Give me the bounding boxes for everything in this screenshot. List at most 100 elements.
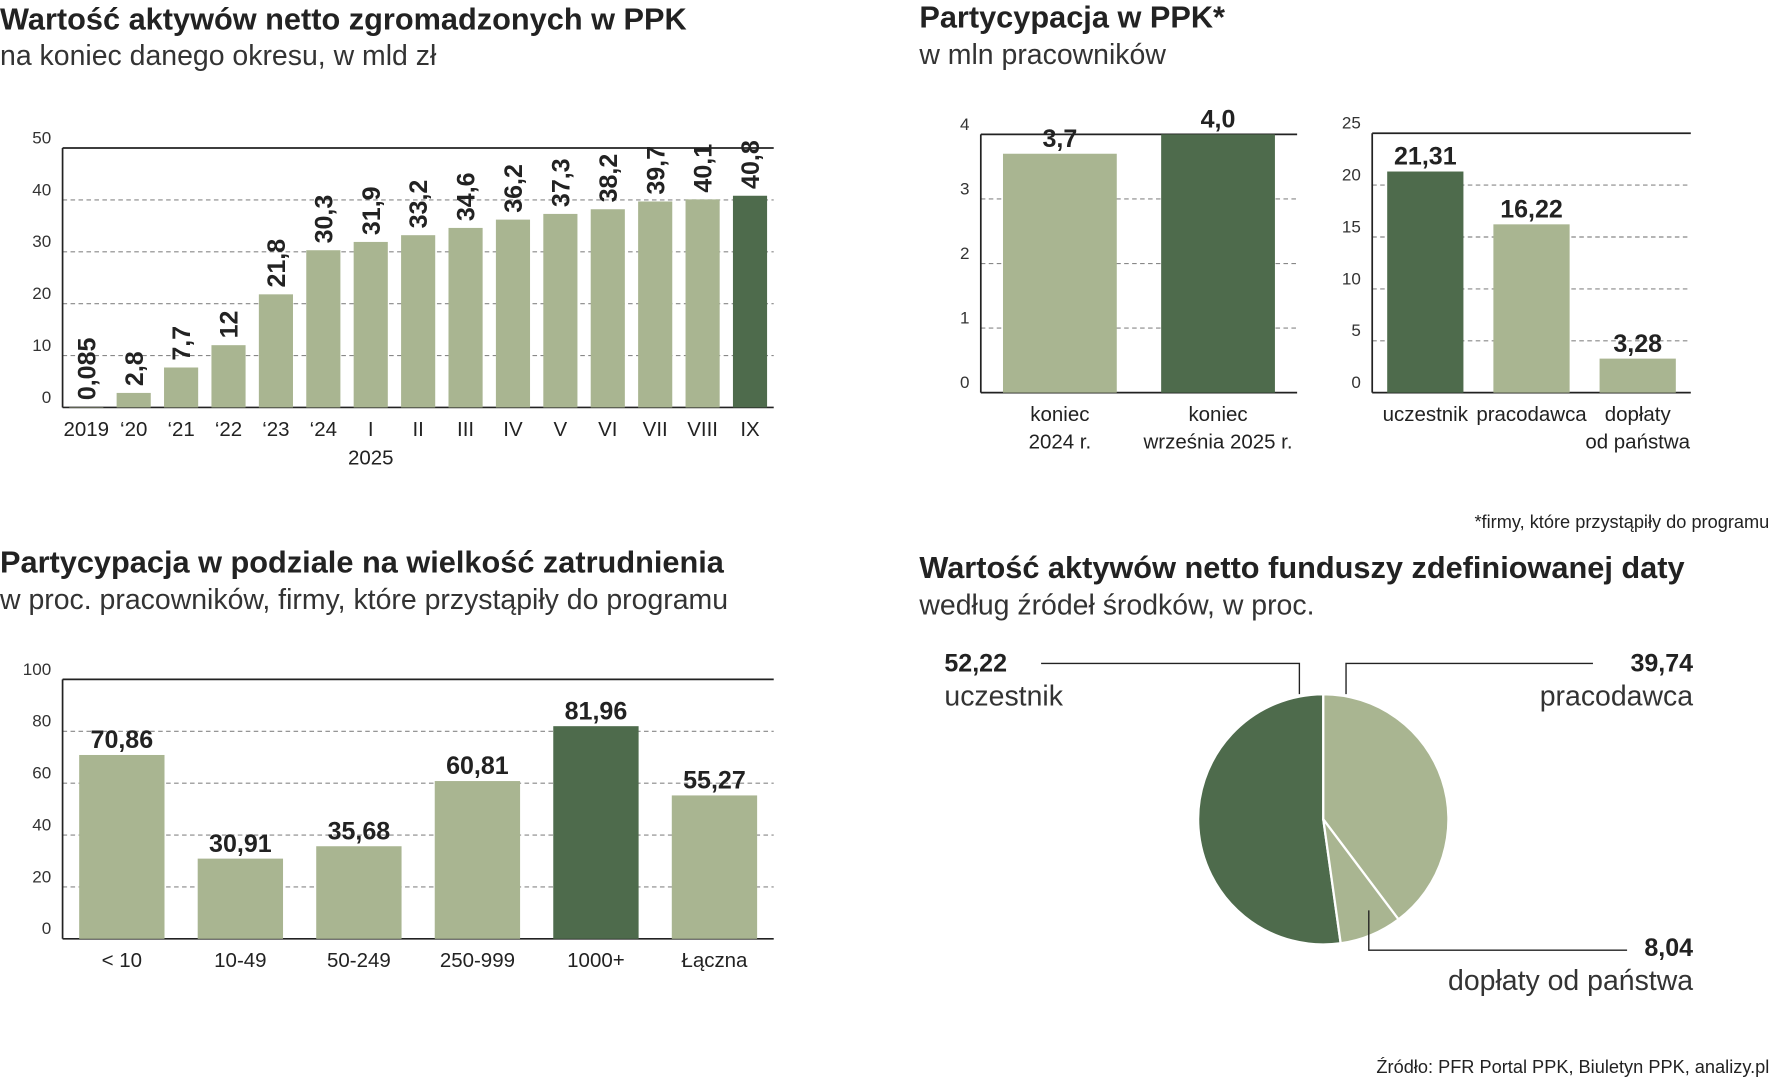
slice-label: uczestnik bbox=[944, 681, 1063, 713]
value-label: 7,7 bbox=[168, 326, 196, 361]
value-label: 60,81 bbox=[446, 752, 509, 780]
value-label: 70,86 bbox=[91, 726, 154, 754]
value-label: 35,68 bbox=[328, 817, 391, 845]
y-tick-label: 0 bbox=[960, 373, 969, 392]
y-tick-label: 5 bbox=[1351, 321, 1360, 340]
leader-line bbox=[1368, 910, 1628, 951]
label-line: września 2025 r. bbox=[1143, 430, 1293, 453]
y-tick-label: 15 bbox=[1342, 217, 1361, 236]
y-tick-label: 80 bbox=[32, 712, 51, 731]
x-tick-label: IX bbox=[740, 418, 760, 441]
value-label: 33,2 bbox=[405, 180, 433, 229]
slice-label: dopłaty od państwa bbox=[1448, 965, 1693, 997]
value-label: 40,8 bbox=[737, 140, 765, 189]
label-line: koniec bbox=[1030, 403, 1089, 426]
chart-title: Partycypacja w podziale na wielkość zatr… bbox=[0, 544, 725, 579]
value-label: 38,2 bbox=[595, 154, 623, 203]
value-label: 39,74 bbox=[1630, 649, 1693, 677]
bar bbox=[1599, 358, 1676, 393]
y-tick-label: 20 bbox=[1342, 166, 1361, 185]
x-tick-label: koniec 2024 r. bbox=[1029, 403, 1092, 453]
pie-slice bbox=[1322, 693, 1450, 921]
y-tick-label: 0 bbox=[42, 388, 51, 407]
footnote: *firmy, które przystąpiły do programu bbox=[1474, 512, 1769, 532]
y-tick-label: 60 bbox=[32, 764, 51, 783]
x-tick-label: VIII bbox=[687, 418, 718, 441]
value-label: 55,27 bbox=[683, 767, 746, 795]
bar bbox=[164, 367, 199, 408]
bar bbox=[495, 219, 531, 408]
label-line: od państwa bbox=[1585, 430, 1690, 453]
y-tick-label: 50 bbox=[32, 128, 51, 147]
x-tick-label: ‘23 bbox=[262, 418, 289, 441]
y-tick-label: 10 bbox=[32, 336, 51, 355]
chart-subtitle: na koniec danego okresu, w mld zł bbox=[0, 40, 437, 72]
x-tick-label: IV bbox=[503, 418, 523, 441]
y-tick-label: 10 bbox=[1342, 269, 1361, 288]
x-tick-label: VII bbox=[643, 418, 668, 441]
y-tick-label: 0 bbox=[1351, 373, 1360, 392]
x-tick-label: I bbox=[368, 418, 374, 441]
x-tick-label: pracodawca bbox=[1476, 403, 1587, 426]
y-tick-label: 30 bbox=[32, 232, 51, 251]
value-label: 31,9 bbox=[358, 186, 386, 235]
x-tick-label: uczestnik bbox=[1383, 403, 1469, 426]
value-label: 52,22 bbox=[944, 649, 1007, 677]
x-tick-label: ‘24 bbox=[310, 418, 337, 441]
x-tick-label: 50-249 bbox=[327, 949, 391, 972]
value-label: 21,31 bbox=[1394, 143, 1457, 171]
bar bbox=[638, 201, 673, 408]
x-tick-label: 1000+ bbox=[567, 949, 625, 972]
y-tick-label: 100 bbox=[23, 660, 51, 679]
y-tick-label: 40 bbox=[32, 180, 51, 199]
value-label: 0,085 bbox=[73, 337, 101, 400]
value-label: 34,6 bbox=[453, 172, 481, 221]
value-label: 40,1 bbox=[690, 144, 718, 193]
bar bbox=[211, 345, 246, 408]
y-tick-label: 20 bbox=[32, 867, 51, 886]
leader-line bbox=[1345, 662, 1593, 695]
bar bbox=[434, 781, 521, 939]
bar bbox=[590, 209, 625, 408]
bar bbox=[553, 726, 639, 939]
y-tick-label: 0 bbox=[42, 919, 51, 938]
bar bbox=[197, 858, 284, 939]
label-line: 2024 r. bbox=[1029, 430, 1092, 453]
value-label: 37,3 bbox=[547, 158, 575, 207]
x-tick-label: Łączna bbox=[681, 949, 748, 972]
x-tick-label: 2019 bbox=[64, 418, 110, 441]
x-tick-label: II bbox=[412, 418, 423, 441]
bar bbox=[671, 795, 758, 939]
bar bbox=[306, 250, 341, 408]
chart-subtitle: w mln pracowników bbox=[918, 39, 1166, 71]
bar bbox=[685, 199, 720, 408]
x-tick-label: III bbox=[457, 418, 474, 441]
y-tick-label: 1 bbox=[960, 309, 969, 328]
chart-subtitle: w proc. pracowników, firmy, które przyst… bbox=[0, 584, 728, 616]
y-tick-label: 2 bbox=[960, 244, 969, 263]
value-label: 81,96 bbox=[565, 697, 628, 725]
bar bbox=[353, 241, 388, 408]
value-label: 3,28 bbox=[1613, 330, 1662, 358]
x-tick-label: dopłaty od państwa bbox=[1585, 403, 1690, 453]
x-tick-label: koniec września 2025 r. bbox=[1143, 403, 1293, 453]
x-tick-label: V bbox=[554, 418, 568, 441]
bar bbox=[316, 846, 402, 939]
value-label: 16,22 bbox=[1500, 196, 1563, 224]
bar bbox=[116, 392, 151, 408]
x-tick-label: ‘22 bbox=[215, 418, 242, 441]
bar bbox=[543, 213, 578, 408]
label-line: dopłaty bbox=[1605, 403, 1672, 426]
bar bbox=[1493, 224, 1570, 393]
bar bbox=[79, 754, 165, 939]
pie-slice bbox=[1197, 693, 1342, 946]
chart-title: Wartość aktywów netto zgromadzonych w PP… bbox=[0, 2, 687, 37]
pie-slice bbox=[1322, 818, 1401, 945]
bar bbox=[732, 195, 768, 408]
bar bbox=[448, 227, 483, 408]
value-label: 4,0 bbox=[1201, 106, 1236, 134]
bar bbox=[401, 235, 436, 408]
chart-title: Partycypacja w PPK* bbox=[919, 0, 1225, 34]
x-group-label: 2025 bbox=[348, 446, 394, 469]
value-label: 30,3 bbox=[310, 195, 338, 244]
